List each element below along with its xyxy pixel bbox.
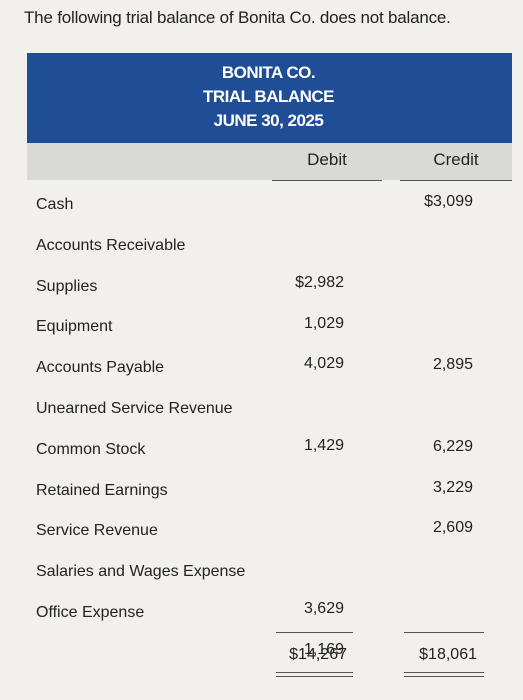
- account-name: Office Expense: [36, 604, 145, 621]
- intro-text: The following trial balance of Bonita Co…: [24, 8, 451, 27]
- credit-amount: 2,609: [432, 519, 473, 536]
- trial-balance-header: BONITA CO. TRIAL BALANCE JUNE 30, 2025: [27, 53, 512, 143]
- debit-total-rule-2: [276, 676, 353, 677]
- credit-amount: 2,895: [432, 356, 473, 373]
- account-name: Supplies: [36, 278, 98, 295]
- debit-header-rule: [272, 180, 382, 181]
- company-name: BONITA CO.: [221, 63, 316, 82]
- account-name: Unearned Service Revenue: [36, 400, 233, 417]
- credit-amount: 3,229: [432, 479, 473, 496]
- total-debit: $14,267: [289, 646, 347, 663]
- debit-column-header: Debit: [307, 150, 347, 169]
- column-header-band: [27, 143, 512, 180]
- credit-column-header: Credit: [433, 150, 479, 169]
- credit-header-rule: [400, 180, 512, 181]
- debit-amount: 3,629: [303, 600, 344, 617]
- account-name: Cash: [36, 196, 74, 213]
- credit-amount: $3,099: [424, 193, 473, 210]
- account-name: Accounts Receivable: [36, 237, 186, 254]
- debit-amount: 1,169: [303, 641, 344, 658]
- statement-title: TRIAL BALANCE: [202, 87, 335, 106]
- credit-total-rule-1: [404, 672, 484, 673]
- debit-subtotal-rule: [276, 632, 353, 633]
- debit-amount: 4,029: [303, 355, 344, 372]
- debit-total-rule-1: [276, 672, 353, 673]
- credit-amount: 6,229: [432, 438, 473, 455]
- account-name: Accounts Payable: [36, 359, 165, 376]
- credit-subtotal-rule: [404, 632, 484, 633]
- account-name: Equipment: [36, 318, 113, 335]
- account-name: Retained Earnings: [36, 482, 168, 499]
- account-name: Salaries and Wages Expense: [36, 563, 246, 580]
- debit-amount: 1,029: [303, 315, 344, 332]
- debit-amount: 1,429: [303, 437, 344, 454]
- credit-total-rule-2: [404, 676, 484, 677]
- account-name: Common Stock: [36, 441, 146, 458]
- debit-amount: $2,982: [295, 274, 344, 291]
- total-credit: $18,061: [419, 646, 477, 663]
- account-name: Service Revenue: [36, 522, 158, 539]
- statement-date: JUNE 30, 2025: [213, 111, 324, 130]
